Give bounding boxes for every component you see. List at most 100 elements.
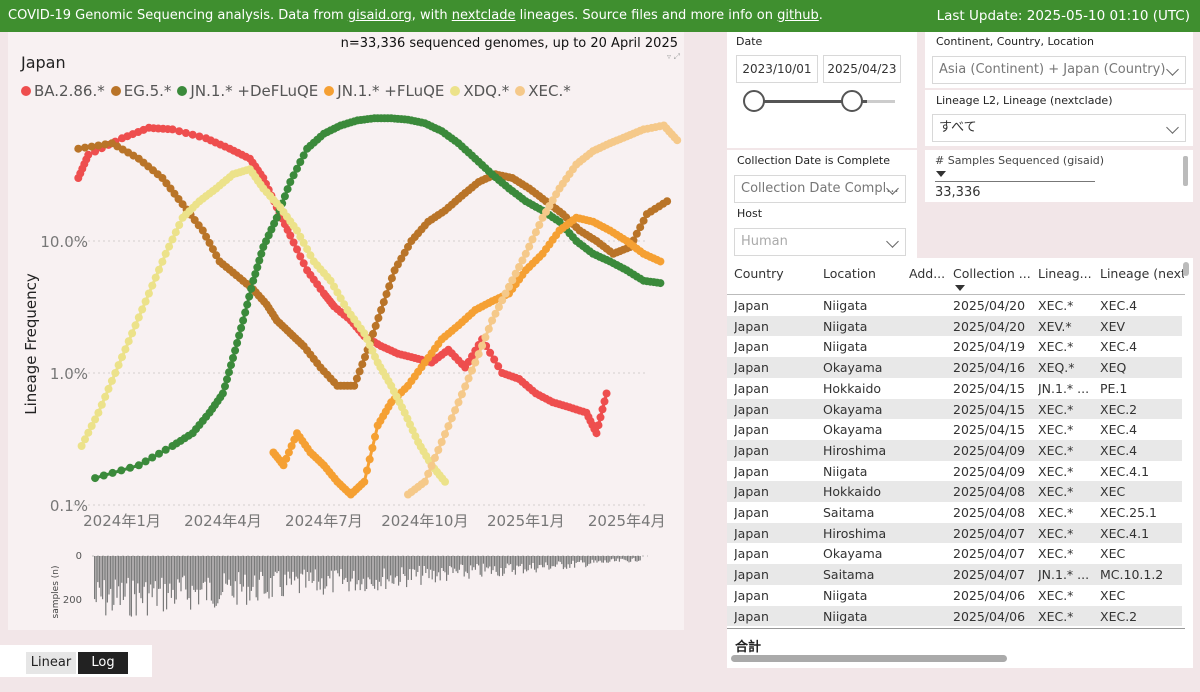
data-point (84, 428, 93, 437)
date-slider-end-handle[interactable] (841, 90, 863, 112)
data-point (144, 289, 153, 298)
sample-bar (607, 556, 609, 563)
legend-item[interactable]: EG.5.* (110, 82, 171, 100)
table-row[interactable]: Japan Niigata 2025/04/06 XEC.* XEC (727, 585, 1182, 606)
sample-bar (503, 556, 505, 574)
column-header[interactable]: Add... (909, 266, 946, 281)
sample-bar (342, 556, 344, 584)
samples-scrollbar[interactable] (1183, 156, 1188, 186)
table-cell: XEQ.* (1038, 360, 1075, 376)
sample-bar (612, 556, 614, 559)
gisaid-link[interactable]: gisaid.org (347, 8, 412, 23)
data-point (107, 376, 116, 385)
sample-bar (559, 556, 561, 562)
chart-menu-icon[interactable]: ▿ ⤢ (667, 52, 680, 61)
sample-bar (332, 556, 334, 593)
table-row[interactable]: Japan Saitama 2025/04/08 XEC.* XEC.25.1 (727, 502, 1182, 523)
legend-item[interactable]: BA.2.86.* (21, 82, 105, 100)
table-cell: Niigata (823, 298, 868, 313)
table-row[interactable]: Japan Okayama 2025/04/15 XEC.* XEC.4 (727, 419, 1182, 440)
legend-label: JN.1.* +DeFLuQE (190, 82, 319, 100)
legend-item[interactable]: XEC.* (515, 82, 571, 100)
table-row[interactable]: Japan Hiroshima 2025/04/09 XEC.* XEC.4 (727, 439, 1182, 461)
series-4[interactable] (77, 165, 450, 486)
table-row[interactable]: Japan Okayama 2025/04/07 XEC.* XEC (727, 543, 1182, 564)
lineage-frequency-chart[interactable]: 10.0% 1.0% 0.1% Lineage Frequency 2024年1月 202… (8, 32, 684, 630)
y-axis-label: Lineage Frequency (22, 273, 40, 415)
sample-bar (380, 556, 382, 587)
table-cell: XEC.* (1038, 587, 1074, 603)
sample-bar (122, 556, 124, 600)
table-row[interactable]: Japan Hiroshima 2025/04/07 XEC.* XEC.4.1 (727, 522, 1182, 544)
sample-bar (258, 556, 260, 580)
tab-linear[interactable]: Linear (26, 652, 76, 674)
data-point (77, 442, 86, 450)
data-point (420, 477, 429, 486)
github-link[interactable]: github (777, 8, 819, 23)
legend-item[interactable]: JN.1.* +FLuQE (324, 82, 444, 100)
table-row[interactable]: Japan Okayama 2025/04/16 XEQ.* XEQ (727, 357, 1182, 378)
data-point (525, 242, 534, 251)
table-row[interactable]: Japan Niigata 2025/04/06 XEC.* XEC.2 (727, 605, 1182, 627)
location-value: Asia (Continent) + Japan (Country) (939, 62, 1166, 77)
table-row[interactable]: Japan Niigata 2025/04/20 XEC.* XEC.4 (727, 295, 1182, 316)
data-point (118, 353, 126, 362)
column-header[interactable]: Lineage (nextc (1100, 266, 1184, 281)
column-header[interactable]: Lineag... (1038, 266, 1092, 281)
data-point (296, 232, 305, 241)
data-point (387, 274, 396, 283)
legend-label: XEC.* (528, 82, 571, 100)
date-to-input[interactable]: 2025/04/23 (823, 55, 901, 83)
date-slider-start-handle[interactable] (743, 90, 765, 112)
table-cell: XEC.4.1 (1100, 463, 1150, 479)
data-point (272, 213, 281, 222)
table-row[interactable]: Japan Okayama 2025/04/15 XEC.* XEC.2 (727, 398, 1182, 420)
sample-bar (218, 556, 220, 600)
table-row[interactable]: Japan Niigata 2025/04/09 XEC.* XEC.4.1 (727, 461, 1182, 482)
table-row[interactable]: Japan Niigata 2025/04/20 XEV.* XEV (727, 315, 1182, 337)
host-label: Host (737, 207, 763, 220)
table-cell: XEC.4 (1100, 339, 1138, 355)
date-from-input[interactable]: 2023/10/01 (736, 55, 818, 83)
column-header[interactable]: Country (734, 266, 784, 281)
sample-bar (196, 556, 198, 590)
sample-bar (553, 556, 555, 567)
sample-bar (391, 556, 393, 584)
location-dropdown[interactable]: Asia (Continent) + Japan (Country) (932, 56, 1186, 84)
sample-bar (249, 556, 251, 601)
column-header[interactable]: Collection ... (953, 266, 1031, 281)
nextclade-link[interactable]: nextclade (451, 8, 516, 23)
table-horizontal-scrollbar[interactable] (731, 655, 1007, 662)
table-cell: XEC.* (1038, 484, 1074, 500)
legend-item[interactable]: XDQ.* (450, 82, 509, 100)
table-cell: 2025/04/15 (953, 380, 1026, 396)
sample-bar (511, 556, 513, 572)
table-row[interactable]: Japan Hokkaido 2025/04/08 XEC.* XEC (727, 481, 1182, 502)
sample-bar (551, 556, 553, 567)
legend-item[interactable]: JN.1.* +DeFLuQE (177, 82, 318, 100)
table-cell: Hiroshima (823, 442, 887, 458)
tab-log[interactable]: Log (78, 652, 128, 674)
table-cell: Japan (734, 422, 769, 438)
table-row[interactable]: Japan Niigata 2025/04/19 XEC.* XEC.4 (727, 336, 1182, 357)
column-header[interactable]: Location (823, 266, 876, 281)
series-2[interactable] (91, 114, 665, 483)
x-tick-label: 2025年1月 (487, 512, 565, 530)
sort-desc-icon[interactable] (955, 285, 965, 291)
lineage-dropdown[interactable]: すべて (932, 114, 1186, 142)
data-point (330, 282, 338, 291)
sample-bar (486, 556, 488, 568)
table-vertical-scrollbar[interactable] (1183, 262, 1189, 276)
sample-bar (590, 556, 592, 564)
table-row[interactable]: Japan Hokkaido 2025/04/15 JN.1.* ... PE.1 (727, 378, 1182, 399)
table-row[interactable]: Japan Saitama 2025/04/07 JN.1.* ... MC.10.1.… (727, 564, 1182, 585)
date-complete-dropdown[interactable]: Collection Date Compl... (734, 175, 906, 203)
data-point (361, 353, 369, 361)
table-cell: Japan (734, 318, 769, 334)
date-slider-track[interactable] (755, 100, 895, 103)
sample-bar (263, 556, 265, 594)
series-5[interactable] (404, 121, 682, 499)
data-point (202, 232, 211, 241)
sample-bar (426, 556, 428, 569)
host-dropdown[interactable]: Human (734, 228, 906, 256)
